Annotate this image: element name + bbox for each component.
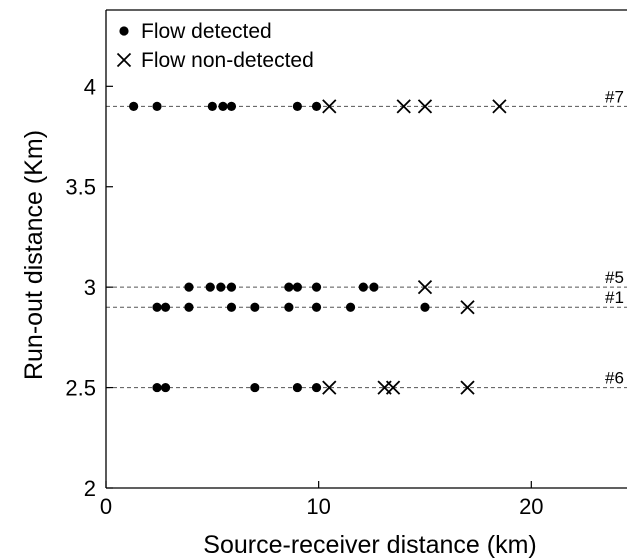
- x-marker-stroke: [396, 99, 411, 114]
- flow-detected-point: [152, 101, 162, 112]
- legend-label: Flow non-detected: [141, 49, 314, 72]
- flow-non-detected-point: [460, 380, 475, 395]
- x-marker-stroke: [116, 52, 132, 68]
- x-marker-stroke: [417, 99, 433, 114]
- legend-dot-icon: [119, 26, 129, 36]
- axes: 2 2.5 3 3.5 4 0 10 20: [65, 9, 627, 519]
- flow-detected-point: [311, 382, 322, 393]
- legend: Flow detected Flow non-detected: [116, 20, 314, 72]
- reference-line-label: #7: [605, 87, 624, 106]
- x-tick-label: 20: [519, 494, 543, 519]
- y-tick-label: 2.5: [65, 376, 96, 401]
- flow-detected-point: [250, 382, 260, 393]
- reference-line-label: #6: [605, 369, 624, 388]
- legend-label: Flow detected: [141, 20, 272, 43]
- flow-detected-point: [358, 282, 368, 292]
- flow-detected-point: [292, 282, 302, 292]
- flow-detected-point: [216, 282, 226, 292]
- y-tick-label: 2: [84, 476, 96, 501]
- flow-detected-point: [284, 302, 294, 312]
- flow-non-detected-point: [322, 380, 337, 395]
- y-tick-label: 4: [84, 74, 96, 99]
- x-marker-stroke: [322, 380, 337, 395]
- flow-non-detected-point: [396, 99, 411, 114]
- legend-x-icon: [116, 52, 132, 68]
- flow-detected-point: [292, 101, 302, 112]
- flow-non-detected-point: [492, 99, 507, 114]
- flow-detected-point: [184, 302, 194, 312]
- reference-line-label: #5: [605, 268, 624, 287]
- data-markers: [129, 99, 507, 395]
- flow-detected-point: [284, 282, 294, 292]
- flow-detected-point: [250, 302, 260, 312]
- x-tick-label: 0: [100, 494, 112, 519]
- x-marker-stroke: [460, 380, 475, 395]
- flow-detected-point: [152, 382, 162, 393]
- flow-non-detected-point: [417, 99, 433, 114]
- x-marker-stroke: [322, 99, 337, 114]
- x-marker-stroke: [417, 280, 433, 295]
- flow-detected-point: [226, 302, 237, 312]
- flow-detected-point: [152, 302, 162, 312]
- flow-detected-point: [420, 302, 430, 312]
- x-marker-stroke: [460, 300, 475, 315]
- reference-lines: #7 #5#1 #6: [106, 87, 627, 389]
- x-marker-stroke: [492, 99, 507, 114]
- flow-non-detected-point: [460, 300, 475, 315]
- flow-detected-point: [207, 101, 217, 112]
- flow-non-detected-point: [417, 280, 433, 295]
- x-axis-title: Source-receiver distance (km): [203, 531, 536, 559]
- y-tick-label: 3.5: [65, 175, 96, 200]
- flow-detected-point: [218, 101, 228, 112]
- flow-detected-point: [184, 282, 194, 292]
- y-tick-label: 3: [84, 275, 96, 300]
- flow-detected-point: [345, 302, 356, 312]
- x-tick-label: 10: [306, 494, 330, 519]
- x-marker-stroke: [385, 380, 401, 395]
- flow-detected-point: [205, 282, 215, 292]
- y-axis-title: Run-out distance (Km): [20, 130, 48, 380]
- flow-detected-point: [369, 282, 379, 292]
- flow-detected-point: [226, 101, 237, 112]
- flow-detected-point: [311, 282, 322, 292]
- flow-detected-point: [311, 101, 322, 112]
- flow-detected-point: [160, 382, 171, 393]
- flow-detected-point: [226, 282, 237, 292]
- flow-non-detected-point: [385, 380, 401, 395]
- flow-detected-point: [160, 302, 171, 312]
- flow-non-detected-point: [322, 99, 337, 114]
- reference-line-label: #1: [605, 288, 624, 307]
- flow-detected-point: [292, 382, 302, 393]
- flow-detected-point: [311, 302, 322, 312]
- flow-detected-point: [129, 101, 139, 112]
